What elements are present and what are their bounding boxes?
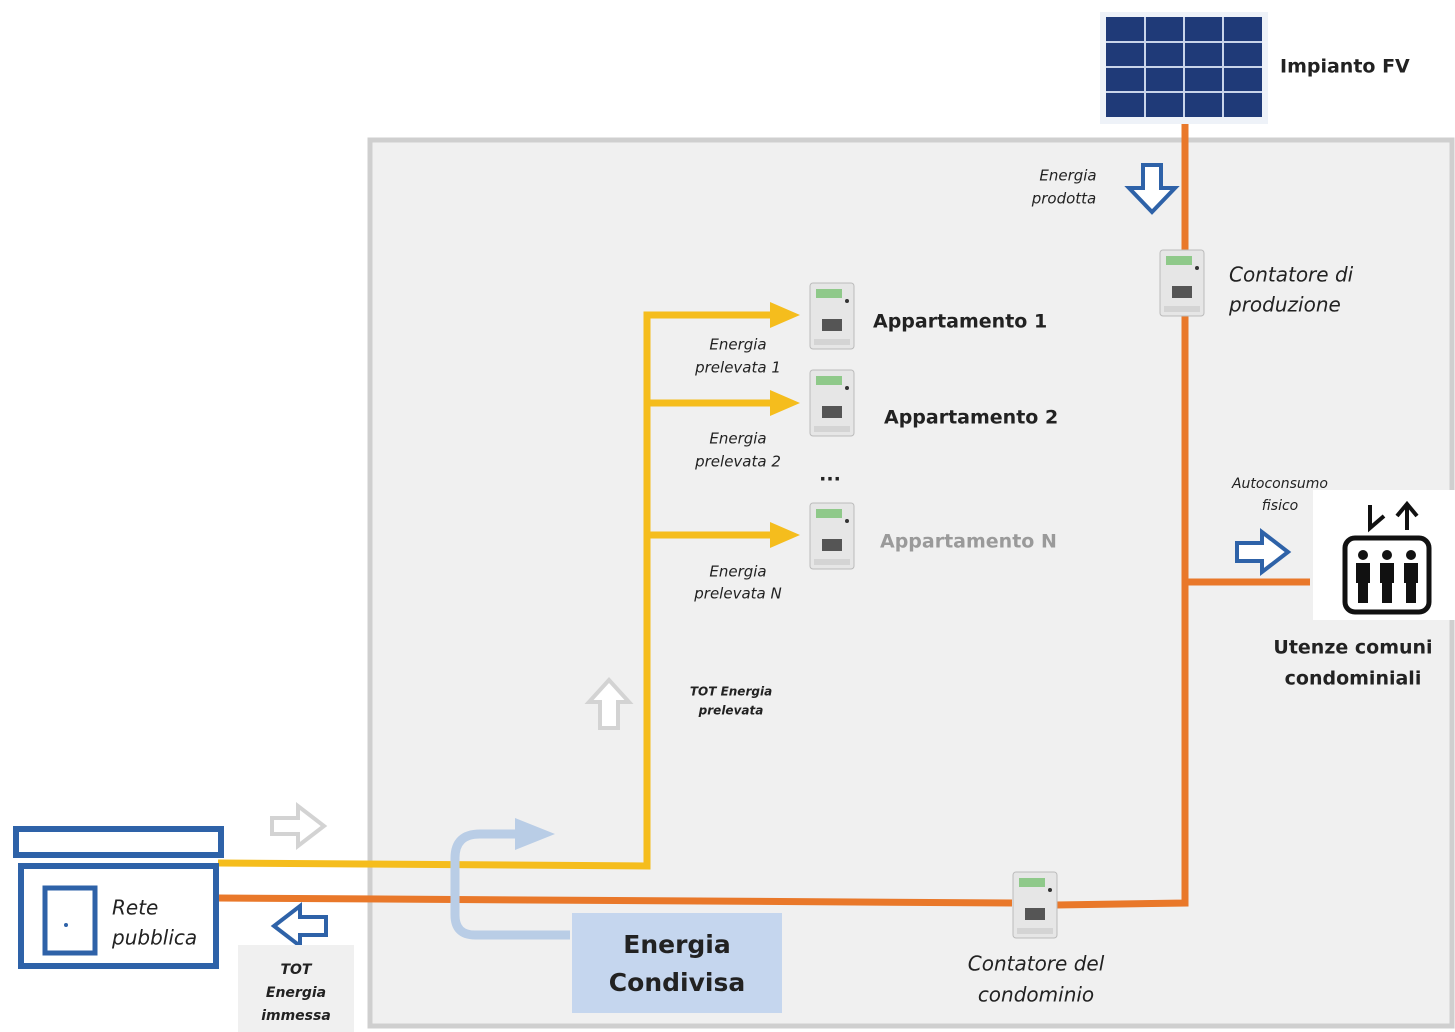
withdrawn-label: prelevata 1 — [694, 359, 781, 377]
building-meter-label: Contatore del — [968, 952, 1105, 976]
meter-icon — [810, 283, 854, 349]
public-grid-label: Rete — [112, 896, 158, 920]
self-consumption-label: Autoconsumo — [1231, 476, 1328, 492]
production-meter-label: Contatore di — [1229, 263, 1354, 287]
shared-energy-label: Condivisa — [609, 968, 745, 997]
common-utilities-label: Utenze comuni — [1273, 637, 1432, 659]
tot-fed-in-label: immessa — [261, 1008, 331, 1024]
tot-fed-in-label: Energia — [266, 985, 326, 1001]
tot-withdrawn-label: TOT Energia — [690, 685, 772, 699]
withdrawn-label: prelevata 2 — [694, 453, 781, 471]
common-utilities-label: condominiali — [1285, 668, 1422, 690]
production-meter-icon — [1160, 250, 1204, 316]
diagram: Impianto FV Energia prodotta Contatore d… — [0, 0, 1455, 1032]
ellipsis: ... — [819, 464, 841, 486]
self-consumption-label: fisico — [1262, 498, 1299, 514]
page: { "pv": "Impianto FV", "energy_produced"… — [0, 0, 1455, 1032]
meter-icon — [810, 503, 854, 569]
building-meter-label: condominio — [978, 983, 1094, 1007]
meter-icon — [810, 370, 854, 436]
withdrawn-label: Energia — [709, 430, 766, 448]
energy-produced-label: Energia — [1039, 167, 1096, 185]
shared-energy-box — [572, 913, 782, 1013]
energy-produced-label: prodotta — [1031, 190, 1097, 208]
tot-fed-in-label: TOT — [280, 962, 312, 978]
apartment-label: Appartamento 2 — [884, 407, 1058, 429]
tot-withdrawn-label: prelevata — [698, 704, 764, 718]
pv-label: Impianto FV — [1280, 56, 1410, 78]
apartment-label: Appartamento 1 — [873, 311, 1047, 333]
shared-energy-label: Energia — [623, 930, 731, 959]
withdrawn-label: prelevata N — [693, 585, 781, 603]
production-meter-label: produzione — [1228, 293, 1341, 317]
building-meter-icon — [1013, 872, 1057, 938]
withdrawn-label: Energia — [709, 563, 766, 581]
withdrawn-label: Energia — [709, 336, 766, 354]
pv-panel — [1100, 12, 1268, 124]
common-utilities-icon — [1313, 490, 1455, 620]
apartment-label: Appartamento N — [880, 531, 1057, 553]
public-grid-label: pubblica — [111, 926, 197, 950]
